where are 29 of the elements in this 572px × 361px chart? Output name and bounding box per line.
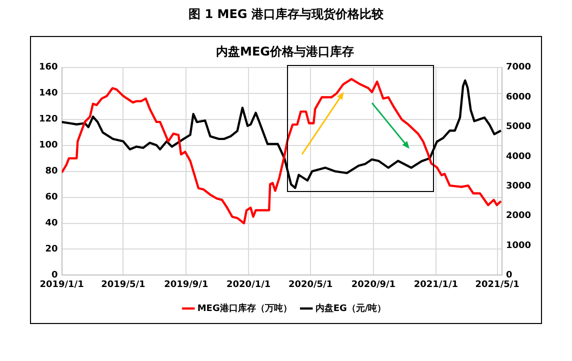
x-tick-label: 2019/1/1: [40, 280, 84, 290]
y-tick-label: 160: [38, 62, 58, 73]
legend-label: MEG港口库存（万吨）: [197, 302, 292, 314]
legend-label: 内盘EG（元/吨）: [315, 302, 386, 314]
y-tick-label: 40: [45, 218, 58, 229]
chart-title: 图 1 MEG 港口库存与现货价格比较: [188, 6, 384, 23]
x-tick-label: 2020/9/1: [351, 280, 396, 290]
y-tick-label: 100: [38, 140, 58, 151]
y-tick-label: 20: [45, 244, 58, 255]
y-tick-label: 80: [45, 166, 58, 177]
x-tick-label: 2021/1/1: [414, 280, 458, 290]
y2-tick-label: 0: [506, 270, 512, 281]
y-tick-label: 60: [45, 192, 58, 203]
y-tick-label: 0: [52, 270, 58, 281]
x-tick-label: 2021/5/1: [475, 280, 520, 290]
y2-tick-label: 7000: [506, 62, 532, 73]
y-tick-label: 120: [38, 114, 58, 125]
x-tick-label: 2019/9/1: [164, 280, 208, 290]
y2-tick-label: 5000: [506, 122, 532, 132]
x-tick-label: 2020/5/1: [288, 280, 333, 290]
y2-tick-label: 1000: [506, 240, 532, 251]
y-tick-label: 140: [38, 88, 58, 99]
x-tick-label: 2020/1/1: [226, 280, 271, 290]
x-tick-label: 2019/5/1: [101, 280, 146, 290]
y2-tick-label: 3000: [506, 181, 532, 192]
y2-tick-label: 6000: [506, 92, 532, 102]
y2-tick-label: 2000: [506, 211, 532, 222]
chart-subtitle: 内盘MEG价格与港口库存: [216, 44, 354, 58]
y2-tick-label: 4000: [506, 152, 532, 162]
